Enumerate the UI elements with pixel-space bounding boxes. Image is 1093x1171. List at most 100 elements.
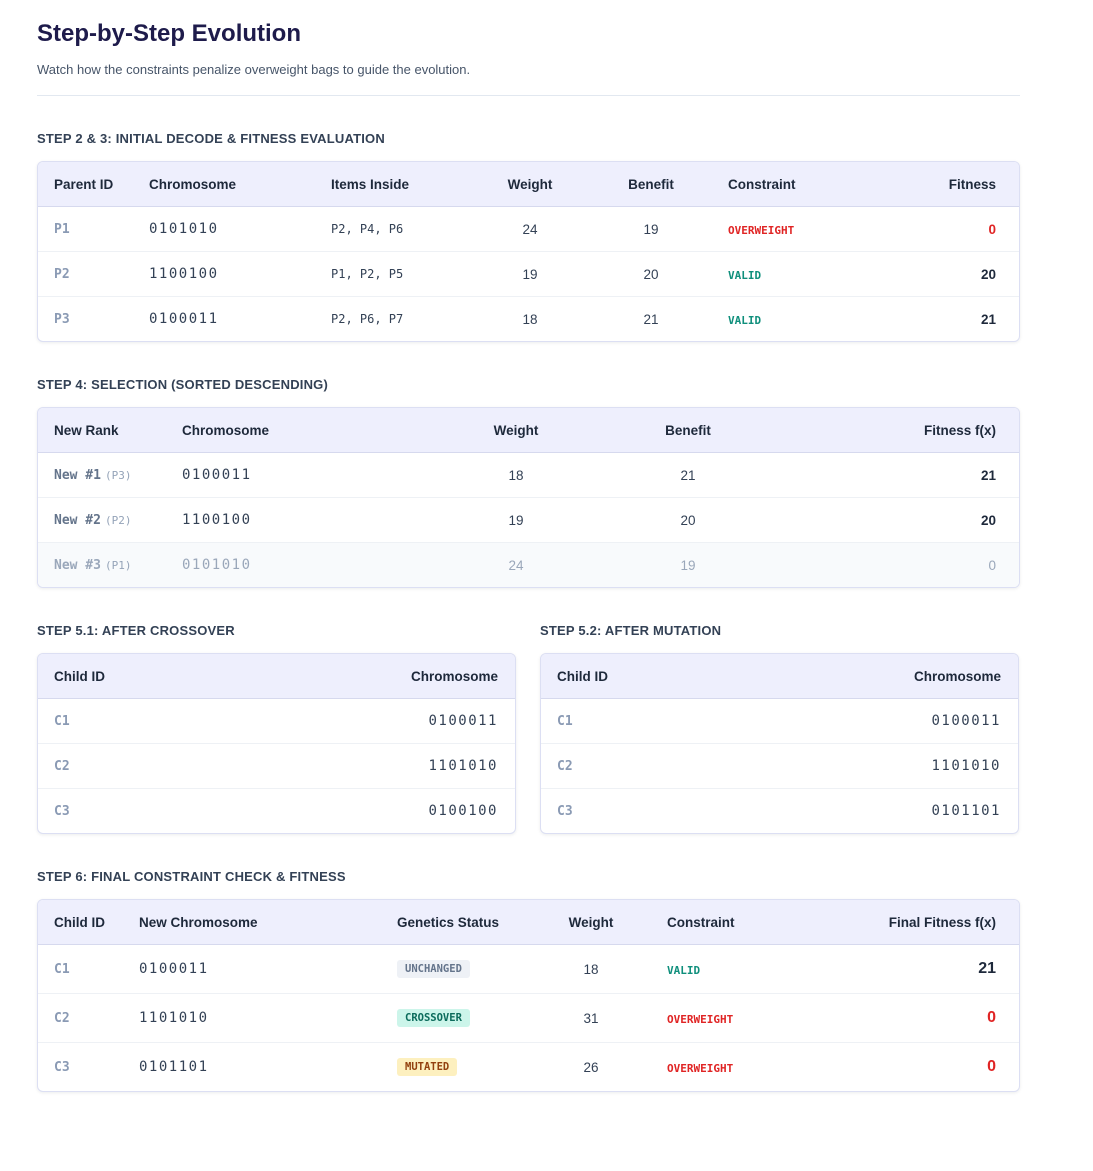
rank-cell: New #2 (P2) bbox=[38, 497, 166, 543]
col-fitness: Fitness bbox=[840, 162, 1019, 207]
col-new-rank: New Rank bbox=[38, 408, 166, 453]
status-badge-mutated: MUTATED bbox=[397, 1058, 458, 1076]
status-badge-unchanged: UNCHANGED bbox=[397, 960, 470, 978]
table-row-eliminated: New #3 (P1) 0101010 24 19 0 bbox=[38, 542, 1019, 587]
rank-source: (P1) bbox=[104, 558, 132, 572]
divider bbox=[37, 95, 1020, 96]
parent-id: P2 bbox=[38, 251, 133, 297]
benefit: 21 bbox=[636, 452, 740, 498]
col-final-fitness: Final Fitness f(x) bbox=[801, 900, 1019, 945]
chromosome: 0101101 bbox=[931, 803, 1001, 819]
table-header-row: Child ID Chromosome bbox=[541, 654, 1018, 699]
col-benefit: Benefit bbox=[590, 162, 712, 207]
fitness: 0 bbox=[840, 206, 1019, 252]
chromosome: 1101010 bbox=[276, 743, 515, 789]
section-title-step6: STEP 6: FINAL CONSTRAINT CHECK & FITNESS bbox=[37, 869, 346, 884]
weight: 24 bbox=[470, 206, 590, 252]
constraint-overweight: OVERWEIGHT bbox=[667, 1012, 734, 1026]
final-fitness: 0 bbox=[801, 993, 1019, 1043]
weight: 19 bbox=[396, 497, 636, 543]
section-title-step4: STEP 4: SELECTION (SORTED DESCENDING) bbox=[37, 377, 329, 392]
table-card-step6: Child ID New Chromosome Genetics Status … bbox=[37, 899, 1020, 1092]
table-row: C2 1101010 bbox=[541, 743, 1018, 789]
fitness: 0 bbox=[740, 542, 1019, 587]
col-chromosome: Chromosome bbox=[166, 408, 396, 453]
child-id: C2 bbox=[38, 993, 123, 1043]
table-row: C3 0101101 MUTATED 26 OVERWEIGHT 0 bbox=[38, 1043, 1019, 1092]
col-parent-id: Parent ID bbox=[38, 162, 133, 207]
col-items-inside: Items Inside bbox=[315, 162, 470, 207]
child-id: C1 bbox=[38, 698, 277, 744]
items-inside: P2, P6, P7 bbox=[331, 312, 404, 326]
section-title-step23: STEP 2 & 3: INITIAL DECODE & FITNESS EVA… bbox=[37, 131, 385, 146]
final-fitness: 21 bbox=[801, 944, 1019, 994]
chromosome: 1101010 bbox=[123, 993, 381, 1043]
constraint-cell: VALID bbox=[651, 944, 801, 994]
table-card-step52: Child ID Chromosome C1 0100011 C2 110101… bbox=[540, 653, 1019, 834]
constraint-valid: VALID bbox=[728, 313, 762, 327]
weight: 26 bbox=[583, 1059, 599, 1075]
rank-source: (P3) bbox=[104, 468, 132, 482]
chromosome: 0101010 bbox=[166, 542, 396, 587]
chromosome: 1100100 bbox=[166, 497, 396, 543]
table-row: C2 1101010 CROSSOVER 31 OVERWEIGHT 0 bbox=[38, 993, 1019, 1043]
chromosome: 1100100 bbox=[133, 251, 315, 297]
table-row: P2 1100100 P1, P2, P5 19 20 VALID 20 bbox=[38, 251, 1019, 297]
fitness: 20 bbox=[840, 251, 1019, 297]
status-cell: MUTATED bbox=[381, 1043, 531, 1092]
parent-id: P1 bbox=[38, 206, 133, 252]
constraint-cell: VALID bbox=[712, 251, 840, 297]
rank-cell: New #1 (P3) bbox=[38, 452, 166, 498]
table-card-step23: Parent ID Chromosome Items Inside Weight… bbox=[37, 161, 1020, 342]
constraint-valid: VALID bbox=[667, 963, 701, 977]
col-weight: Weight bbox=[531, 900, 651, 945]
col-chromosome: Chromosome bbox=[276, 654, 515, 699]
items-inside: P1, P2, P5 bbox=[315, 251, 470, 297]
chromosome: 0100011 bbox=[149, 311, 219, 327]
fitness: 21 bbox=[980, 311, 996, 327]
status-cell: CROSSOVER bbox=[381, 993, 531, 1043]
benefit: 20 bbox=[590, 251, 712, 297]
child-id: C2 bbox=[38, 743, 277, 789]
weight: 18 bbox=[522, 311, 538, 327]
table-row: New #2 (P2) 1100100 19 20 20 bbox=[38, 497, 1019, 543]
step5-row: STEP 5.1: AFTER CROSSOVER Child ID Chrom… bbox=[37, 621, 1020, 834]
weight: 24 bbox=[396, 542, 636, 587]
col-fitness-fx: Fitness f(x) bbox=[740, 408, 1019, 453]
section-title-step51: STEP 5.1: AFTER CROSSOVER bbox=[37, 623, 235, 638]
benefit: 20 bbox=[636, 497, 740, 543]
table-row: C1 0100011 bbox=[38, 698, 515, 744]
child-id: C1 bbox=[541, 698, 780, 744]
constraint-cell: OVERWEIGHT bbox=[651, 993, 801, 1043]
col-child-id: Child ID bbox=[541, 654, 780, 699]
parent-id: P3 bbox=[54, 311, 70, 327]
rank-cell: New #3 (P1) bbox=[38, 542, 166, 587]
col-child-id: Child ID bbox=[38, 654, 277, 699]
step51-panel: STEP 5.1: AFTER CROSSOVER Child ID Chrom… bbox=[37, 621, 516, 834]
table-row: C1 0100011 UNCHANGED 18 VALID 21 bbox=[38, 944, 1019, 994]
chromosome: 0100011 bbox=[123, 944, 381, 994]
col-new-chromosome: New Chromosome bbox=[123, 900, 381, 945]
step52-panel: STEP 5.2: AFTER MUTATION Child ID Chromo… bbox=[540, 621, 1019, 834]
page-subtitle: Watch how the constraints penalize overw… bbox=[37, 62, 471, 77]
benefit: 21 bbox=[643, 311, 659, 327]
page-title: Step-by-Step Evolution bbox=[37, 20, 301, 47]
table-header-row: Child ID Chromosome bbox=[38, 654, 515, 699]
benefit: 19 bbox=[636, 542, 740, 587]
table-header-row: Parent ID Chromosome Items Inside Weight… bbox=[38, 162, 1019, 207]
constraint-cell: VALID bbox=[712, 297, 840, 342]
col-chromosome: Chromosome bbox=[133, 162, 315, 207]
chromosome: 0101010 bbox=[133, 206, 315, 252]
initial-evaluation-table: Parent ID Chromosome Items Inside Weight… bbox=[38, 162, 1019, 342]
col-benefit: Benefit bbox=[636, 408, 740, 453]
col-weight: Weight bbox=[396, 408, 636, 453]
constraint-overweight: OVERWEIGHT bbox=[667, 1061, 734, 1075]
chromosome: 0100100 bbox=[428, 803, 498, 819]
benefit: 19 bbox=[590, 206, 712, 252]
crossover-table: Child ID Chromosome C1 0100011 C2 110101… bbox=[38, 654, 515, 833]
col-child-id: Child ID bbox=[38, 900, 123, 945]
section-title-step52: STEP 5.2: AFTER MUTATION bbox=[540, 623, 722, 638]
constraint-cell: OVERWEIGHT bbox=[712, 206, 840, 252]
table-row: C1 0100011 bbox=[541, 698, 1018, 744]
items-inside: P2, P4, P6 bbox=[315, 206, 470, 252]
